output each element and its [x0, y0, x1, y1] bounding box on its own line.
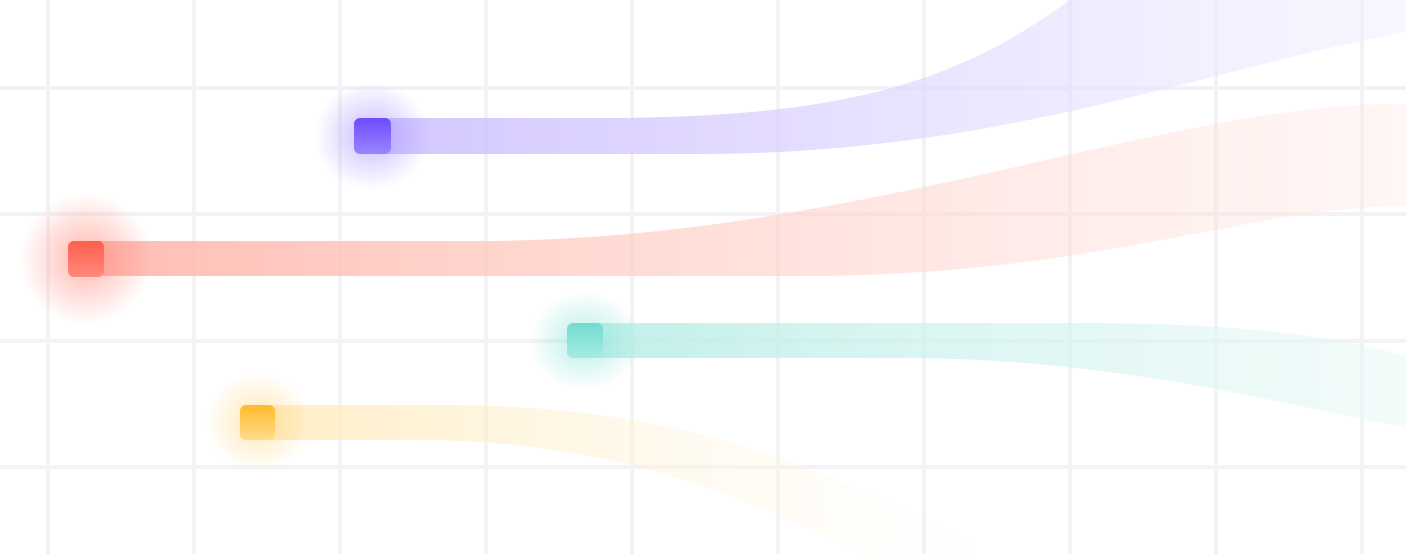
amber-stream — [258, 405, 1000, 554]
amber-node — [240, 405, 275, 440]
teal-node — [567, 323, 603, 358]
red-stream — [86, 104, 1406, 276]
purple-node — [354, 118, 391, 154]
purple-stream — [372, 0, 1406, 154]
teal-stream — [585, 323, 1406, 428]
red-node — [68, 241, 104, 277]
